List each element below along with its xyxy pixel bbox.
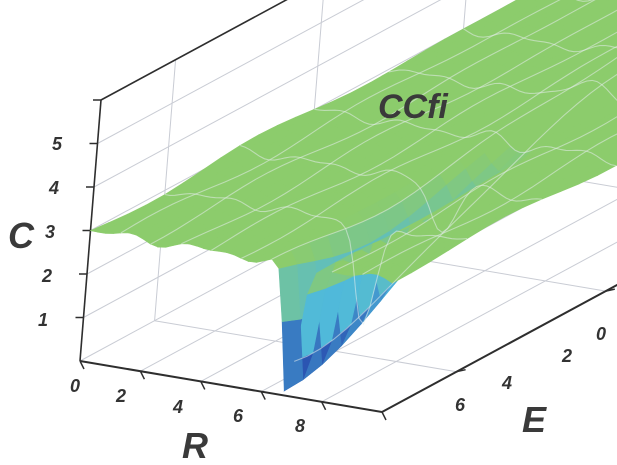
- mesh-line: [241, 45, 617, 259]
- mesh-line: [211, 31, 617, 251]
- x-tick-label: 4: [172, 397, 183, 417]
- mesh-line: [271, 56, 617, 260]
- y-tick-label: 2: [561, 346, 572, 366]
- tick-labels: 1 2 3 4 5 0 2 4 6 8 0 2 4 6: [38, 134, 606, 436]
- mesh-line: [362, 133, 617, 275]
- grid-line: [93, 0, 442, 188]
- mesh-line: [293, 73, 617, 362]
- x-tick-mark: [320, 401, 327, 411]
- x-axis-line: [79, 360, 383, 413]
- surface-patch: [89, 222, 118, 233]
- mesh-line: [463, 28, 617, 53]
- axis-frame: [100, 0, 288, 101]
- mesh-line: [314, 108, 617, 167]
- y-tick-mark: [605, 288, 615, 292]
- x-axis-label: R: [182, 425, 208, 465]
- surface-patch: [612, 64, 617, 70]
- z-axis-label: C: [8, 215, 35, 256]
- y-tick-label: 6: [455, 395, 466, 415]
- z-tick-label: 5: [52, 134, 63, 154]
- z-tick-label: 3: [45, 222, 55, 242]
- x-tick-label: 0: [70, 376, 80, 396]
- y-tick-label: 0: [596, 324, 606, 344]
- z-tick-label: 1: [38, 310, 48, 330]
- grid-line: [97, 0, 365, 144]
- mesh-line: [575, 0, 594, 2]
- y-axis-line: [381, 283, 617, 413]
- surface-mesh: [89, 0, 617, 392]
- x-tick-mark: [79, 360, 85, 370]
- y-axis-label: E: [522, 399, 547, 440]
- x-tick-mark: [139, 370, 146, 380]
- surface-patch: [278, 263, 301, 323]
- surface-patch: [281, 318, 304, 392]
- x-tick-mark: [260, 391, 266, 400]
- grid-line: [260, 198, 617, 393]
- grid-line: [321, 241, 617, 403]
- z-tick-label: 4: [48, 178, 59, 198]
- mesh-line: [120, 0, 561, 234]
- x-tick-label: 6: [233, 406, 244, 426]
- mesh-line: [388, 69, 617, 101]
- mesh-line: [331, 116, 617, 273]
- y-tick-mark: [456, 368, 466, 373]
- mesh-line: [164, 193, 468, 326]
- surface-patch: [611, 141, 617, 148]
- y-tick-label: 4: [501, 373, 512, 393]
- mesh-line: [181, 9, 617, 245]
- x-tick-mark: [200, 381, 206, 390]
- x-tick-label: 2: [115, 386, 126, 406]
- mesh-line: [239, 144, 542, 234]
- mesh-line: [150, 0, 596, 245]
- x-tick-mark: [381, 411, 387, 421]
- x-tick-label: 8: [295, 416, 305, 436]
- grid-line: [90, 0, 519, 231]
- chart-title: CCfi: [378, 88, 449, 126]
- z-tick-label: 2: [41, 266, 52, 286]
